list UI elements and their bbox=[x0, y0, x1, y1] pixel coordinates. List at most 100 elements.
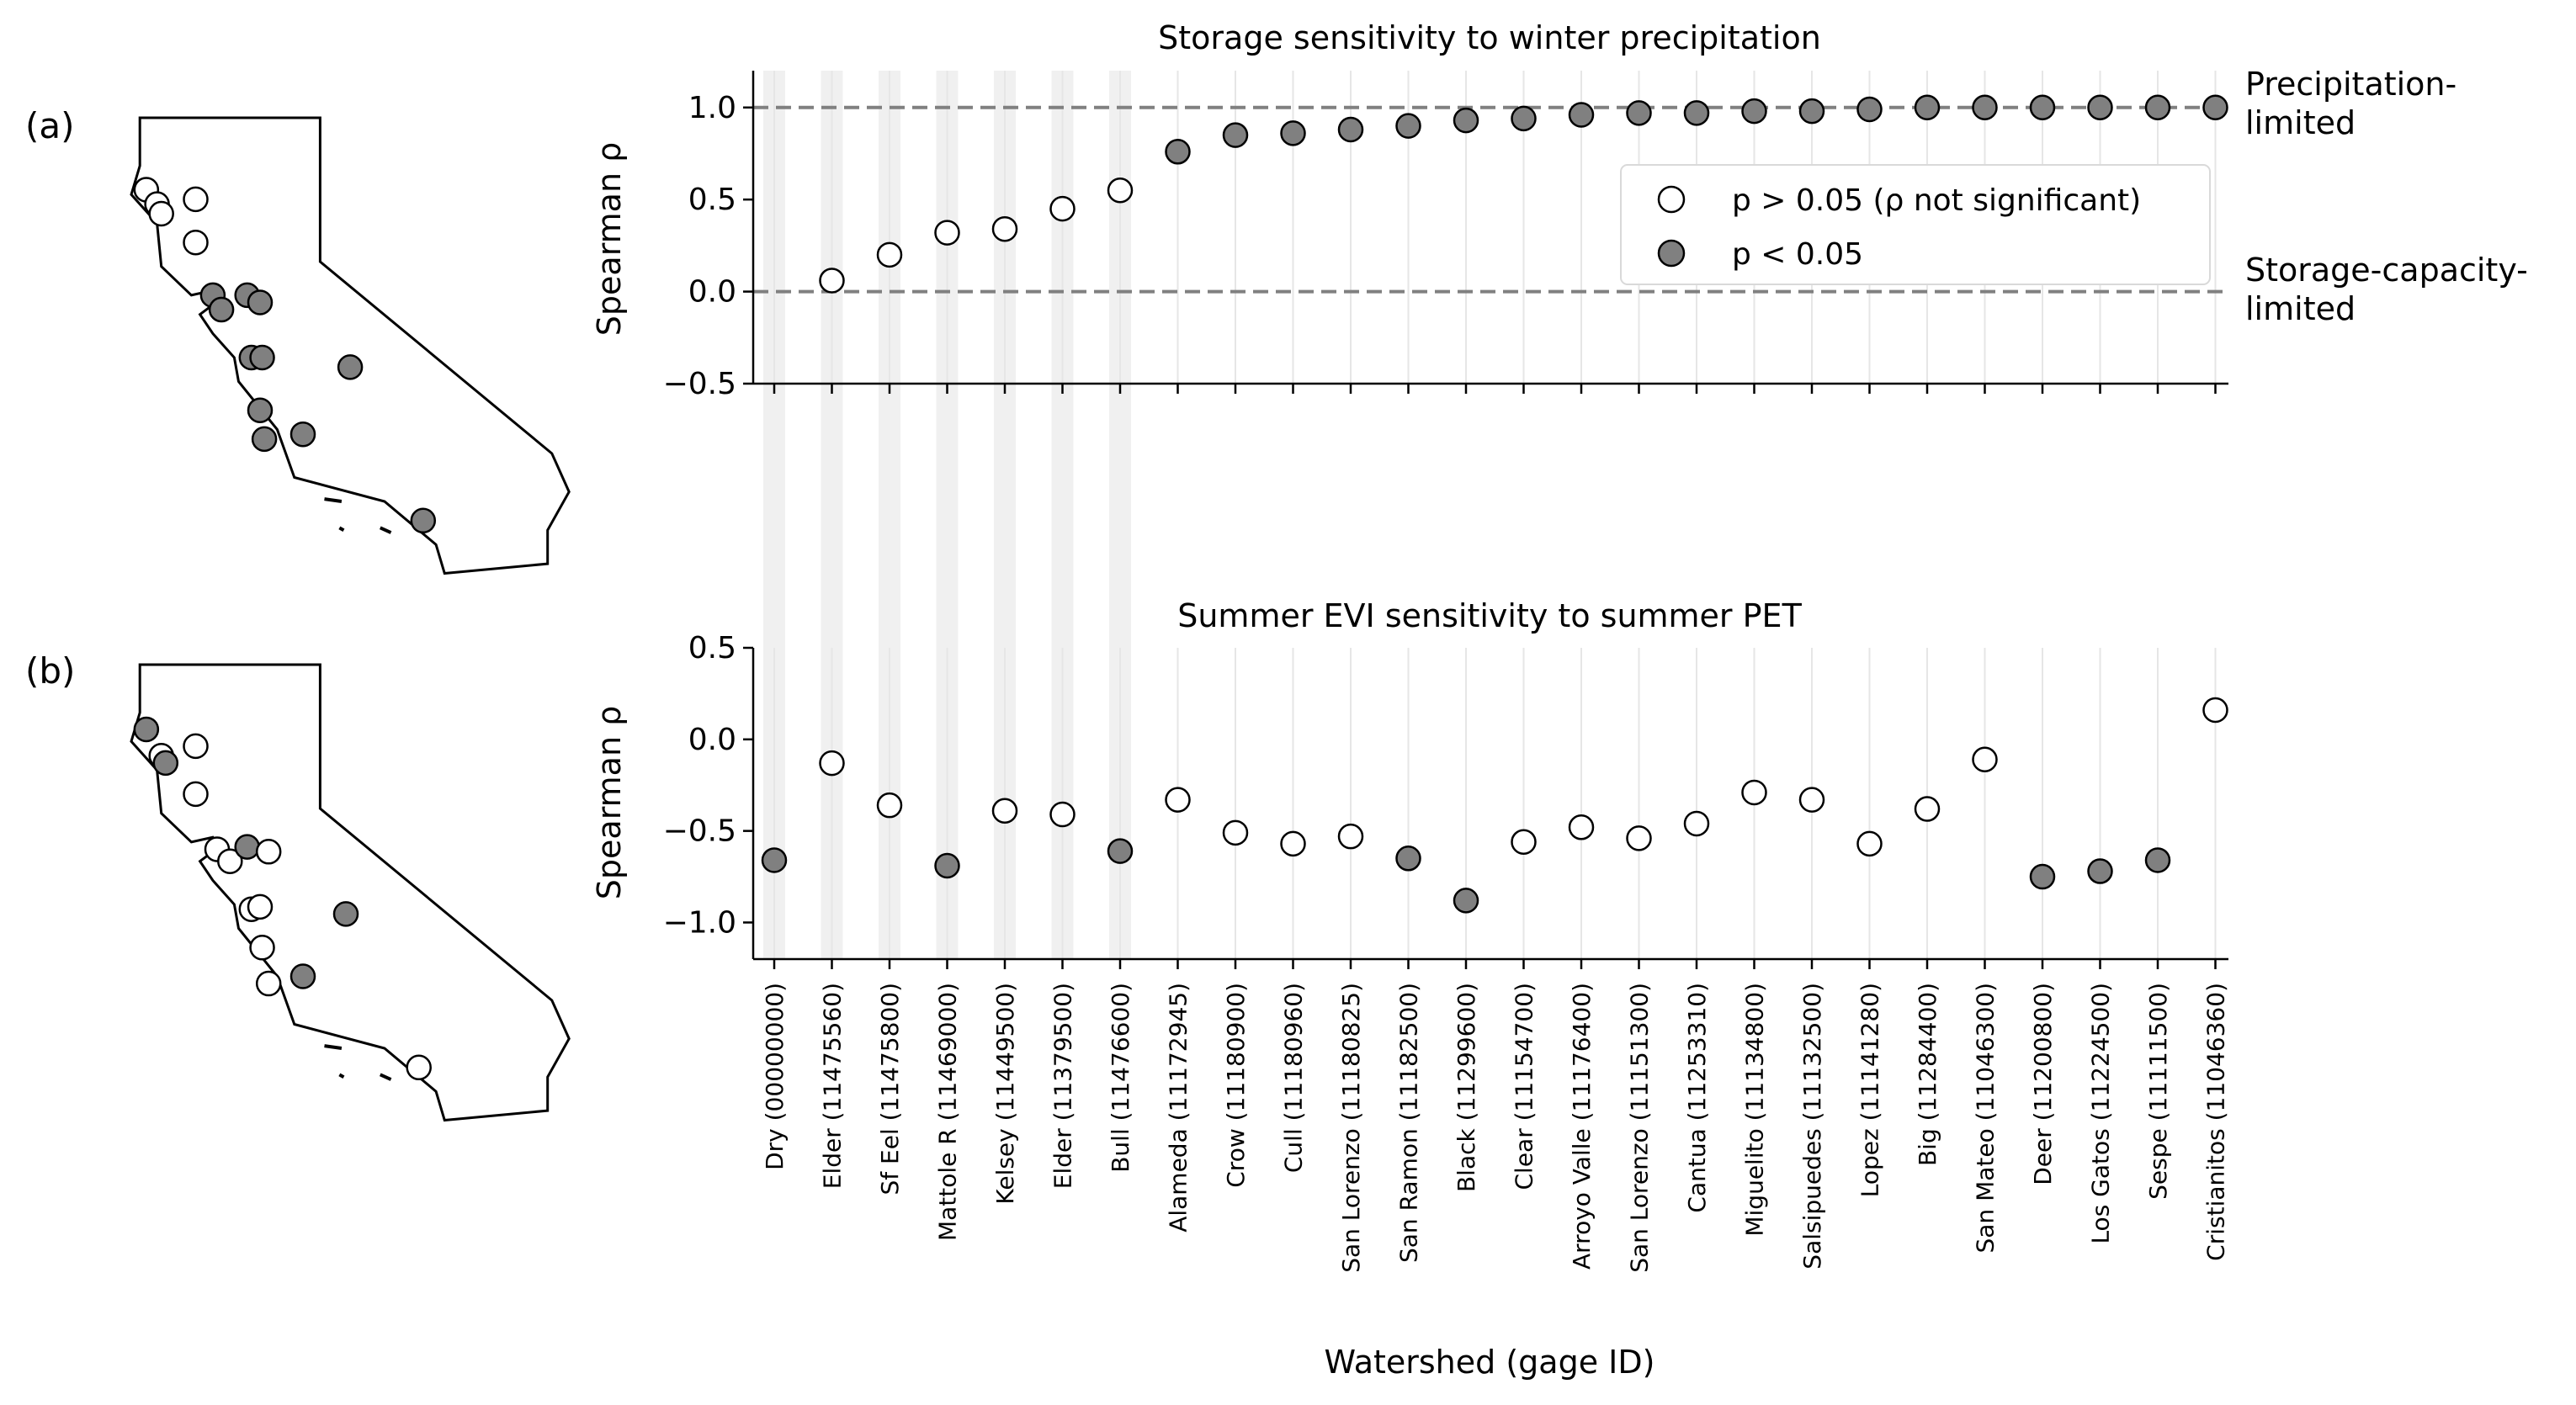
data-point-significant bbox=[2029, 863, 2056, 890]
data-point-not-significant bbox=[1511, 829, 1537, 855]
category-labels: Dry (00000000) Elder (11475560) Sf Eel (11… bbox=[761, 983, 2230, 1273]
data-point-significant bbox=[1568, 102, 1595, 128]
data-point-significant bbox=[1914, 94, 1941, 121]
map-station-not-significant bbox=[255, 839, 282, 865]
ref-label-precip-2: limited bbox=[2245, 104, 2356, 141]
panel-label-a: (a) bbox=[25, 105, 75, 146]
data-point-not-significant bbox=[819, 750, 845, 777]
legend: p > 0.05 (ρ not significant) p < 0.05 bbox=[1620, 164, 2211, 285]
data-point-significant bbox=[1337, 116, 1364, 143]
data-point-significant bbox=[934, 852, 960, 879]
y-tick-label: 0.0 bbox=[688, 723, 736, 757]
island bbox=[324, 497, 343, 503]
data-point-significant bbox=[761, 847, 788, 873]
data-point-not-significant bbox=[1049, 801, 1076, 828]
legend-entry-not-significant: p > 0.05 (ρ not significant) bbox=[1732, 183, 2141, 218]
category-label: Deer (11200800) bbox=[2029, 983, 2057, 1185]
map-station-not-significant bbox=[247, 893, 274, 920]
category-label: Clear (11154700) bbox=[1511, 983, 1538, 1190]
island bbox=[379, 1073, 392, 1081]
data-point-not-significant bbox=[876, 241, 903, 268]
category-label: San Lorenzo (11180825) bbox=[1337, 983, 1365, 1273]
data-point-significant bbox=[1165, 139, 1191, 165]
california-map-b bbox=[130, 663, 571, 1122]
y-tick-label: −0.5 bbox=[663, 814, 736, 849]
map-station-not-significant bbox=[255, 970, 282, 997]
category-label: Crow (11180900) bbox=[1222, 983, 1250, 1188]
data-point-not-significant bbox=[2202, 697, 2228, 724]
data-point-significant bbox=[1511, 105, 1537, 132]
data-point-significant bbox=[2202, 94, 2228, 121]
map-station-significant bbox=[208, 296, 235, 323]
data-point-significant bbox=[1856, 96, 1883, 123]
panel-b-evi-sensitivity: Summer EVI sensitivity to summer PET −1.… bbox=[591, 597, 2228, 969]
data-point-not-significant bbox=[934, 220, 960, 246]
legend-open-marker bbox=[1657, 185, 1686, 214]
category-label: Black (11299600) bbox=[1453, 983, 1480, 1192]
panel-b-ylabel: Spearman ρ bbox=[591, 706, 628, 899]
data-point-not-significant bbox=[1165, 787, 1191, 813]
data-point-significant bbox=[1222, 122, 1249, 148]
category-label: Cull (11180960) bbox=[1280, 983, 1308, 1173]
data-point-significant bbox=[2029, 94, 2056, 121]
island bbox=[324, 1044, 343, 1050]
category-label: San Ramon (11182500) bbox=[1395, 983, 1423, 1263]
map-station-significant bbox=[234, 834, 260, 860]
map-station-significant bbox=[251, 426, 278, 453]
category-label: Arroyo Valle (11176400) bbox=[1568, 983, 1596, 1270]
island bbox=[379, 526, 392, 534]
category-label: Sespe (11111500) bbox=[2144, 983, 2172, 1200]
ref-label-precip-1: Precipitation- bbox=[2245, 66, 2456, 103]
map-station-significant bbox=[247, 289, 274, 315]
map-station-not-significant bbox=[406, 1054, 432, 1081]
category-label: Big (11284400) bbox=[1914, 983, 1941, 1166]
panel-b-axes: −1.0 −0.5 0.0 0.5 bbox=[663, 631, 2228, 969]
category-label: Mattole R (11469000) bbox=[934, 983, 962, 1241]
category-label: Cantua (11253310) bbox=[1683, 983, 1711, 1213]
category-label: Cristianitos (11046360) bbox=[2202, 983, 2230, 1261]
panel-b-points bbox=[761, 697, 2228, 914]
map-station-not-significant bbox=[183, 229, 209, 256]
ref-label-storage-2: limited bbox=[2245, 290, 2356, 327]
map-station-significant bbox=[133, 716, 160, 743]
data-point-significant bbox=[2087, 94, 2113, 121]
data-point-significant bbox=[1453, 107, 1479, 134]
data-point-significant bbox=[2144, 94, 2171, 121]
panel-a-axes: −0.5 0.0 0.5 1.0 bbox=[663, 71, 2228, 401]
map-station-significant bbox=[249, 344, 275, 371]
data-point-not-significant bbox=[1049, 195, 1076, 222]
california-outline bbox=[130, 663, 571, 1122]
panel-a-storage-sensitivity: Storage sensitivity to winter precipitat… bbox=[591, 19, 2528, 401]
category-label: Salsipuedes (11132500) bbox=[1798, 983, 1826, 1270]
category-label: Dry (00000000) bbox=[761, 983, 789, 1170]
data-point-significant bbox=[1741, 98, 1767, 125]
category-label: Alameda (11172945) bbox=[1165, 983, 1192, 1233]
map-station-significant bbox=[289, 963, 316, 989]
map-station-not-significant bbox=[183, 733, 209, 760]
data-point-not-significant bbox=[1568, 814, 1595, 840]
data-point-not-significant bbox=[1856, 830, 1883, 857]
data-point-not-significant bbox=[1972, 746, 1998, 773]
data-point-not-significant bbox=[1280, 830, 1306, 857]
category-label: Lopez (11141280) bbox=[1856, 983, 1884, 1197]
data-point-not-significant bbox=[1337, 823, 1364, 850]
map-station-significant bbox=[152, 750, 179, 777]
data-point-significant bbox=[2144, 847, 2171, 873]
data-point-significant bbox=[1395, 846, 1421, 872]
map-station-not-significant bbox=[148, 200, 174, 227]
data-point-not-significant bbox=[1683, 810, 1710, 837]
map-station-not-significant bbox=[217, 848, 243, 874]
category-label: San Mateo (11046300) bbox=[1972, 983, 2000, 1254]
data-point-significant bbox=[1683, 100, 1710, 126]
data-point-significant bbox=[1798, 98, 1825, 125]
category-label: Elder (11379500) bbox=[1049, 983, 1077, 1189]
panel-a-title: Storage sensitivity to winter precipitat… bbox=[1158, 19, 1821, 56]
legend-entry-significant: p < 0.05 bbox=[1732, 237, 1863, 272]
data-point-not-significant bbox=[819, 268, 845, 294]
y-tick-label: −1.0 bbox=[663, 905, 736, 940]
data-point-not-significant bbox=[1107, 177, 1134, 204]
island bbox=[338, 526, 345, 532]
category-label: Sf Eel (11475800) bbox=[876, 983, 904, 1196]
y-tick-label: 1.0 bbox=[688, 91, 736, 125]
category-label: Los Gatos (11224500) bbox=[2087, 983, 2115, 1244]
